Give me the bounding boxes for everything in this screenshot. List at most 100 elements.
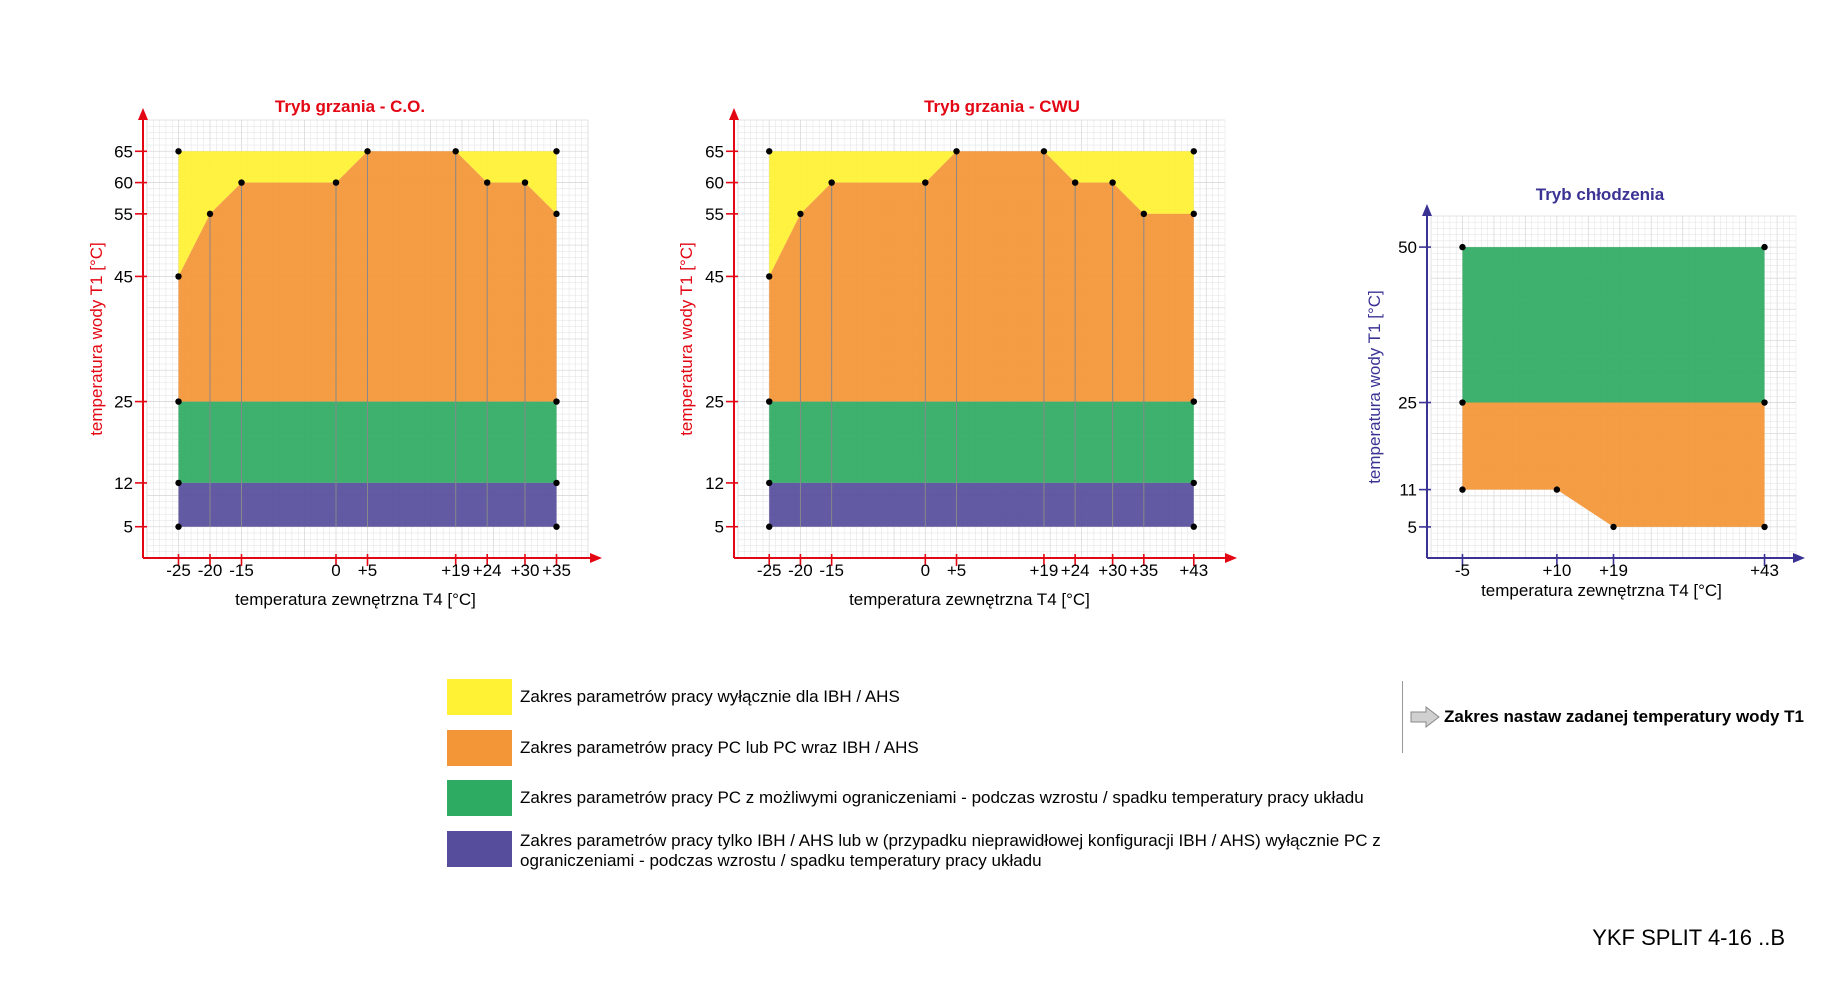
legend-swatch-yellow — [447, 679, 512, 715]
data-point — [1459, 486, 1466, 493]
y-tick-label: 50 — [1398, 238, 1417, 257]
data-point — [766, 398, 773, 405]
chart-3: 5 11 25 50 -5 +10 +19 +43 Tryb chłodzenia tempera… — [1365, 185, 1805, 600]
chart-title: Tryb grzania - CWU — [924, 97, 1080, 116]
y-axis-arrow-icon — [729, 108, 739, 120]
data-point — [1459, 399, 1466, 406]
x-axis-arrow-icon — [1225, 553, 1237, 563]
legend-swatch-green — [447, 780, 512, 816]
data-point — [1190, 523, 1197, 530]
data-point — [1190, 398, 1197, 405]
chart-1: 5 12 25 45 55 60 65 -25 -20 -15 0 +5 +19 +24 +30 +35 Try… — [87, 97, 602, 609]
legend-label: Zakres parametrów pracy tylko IBH / AHS … — [520, 831, 1381, 870]
data-point — [1140, 210, 1148, 218]
y-tick-label: 45 — [705, 267, 724, 286]
data-point — [364, 148, 371, 155]
legend-label: Zakres parametrów pracy PC z możliwymi o… — [520, 788, 1364, 807]
x-tick-label: 0 — [331, 561, 340, 580]
x-tick-label: -25 — [166, 561, 191, 580]
data-point — [1761, 399, 1768, 406]
y-tick-label: 25 — [1398, 394, 1417, 413]
data-point — [175, 273, 182, 280]
data-point — [1553, 486, 1561, 493]
data-point — [521, 179, 529, 186]
x-tick-label: 0 — [921, 561, 930, 580]
y-axis-arrow-icon — [138, 108, 148, 120]
legend-label: Zakres parametrów pracy PC lub PC wraz I… — [520, 738, 919, 757]
data-point — [1040, 148, 1048, 155]
legend-swatch-orange — [447, 730, 512, 766]
x-axis-arrow-icon — [1793, 553, 1805, 563]
x-tick-label: +43 — [1179, 561, 1208, 580]
chart-title: Tryb grzania - C.O. — [275, 97, 425, 116]
chart-title: Tryb chłodzenia — [1536, 185, 1665, 204]
x-tick-label: +19 — [1030, 561, 1059, 580]
region-orange — [769, 151, 1194, 402]
data-point — [1071, 179, 1079, 186]
data-point — [828, 179, 835, 186]
data-point — [175, 148, 182, 155]
y-axis-label: temperatura wody T1 [°C] — [87, 242, 106, 436]
data-point — [175, 523, 182, 530]
x-tick-label: +5 — [947, 561, 966, 580]
y-tick-label: 65 — [705, 142, 724, 161]
x-tick-label: +30 — [1098, 561, 1127, 580]
y-tick-label: 65 — [114, 142, 133, 161]
x-tick-label: +24 — [1061, 561, 1090, 580]
legend-item-orange: Zakres parametrów pracy PC lub PC wraz I… — [447, 730, 1427, 766]
y-axis-arrow-icon — [1422, 204, 1432, 216]
legend: Zakres parametrów pracy wyłącznie dla IB… — [447, 679, 1804, 909]
data-point — [1761, 243, 1768, 251]
y-tick-label: 55 — [114, 205, 133, 224]
x-tick-label: +19 — [441, 561, 470, 580]
y-tick-label: 12 — [705, 474, 724, 493]
y-axis-label: temperatura wody T1 [°C] — [1365, 290, 1384, 484]
legend-item-green: Zakres parametrów pracy PC z możliwymi o… — [447, 780, 1427, 816]
x-tick-label: +19 — [1599, 561, 1628, 580]
y-tick-label: 5 — [715, 518, 724, 537]
region-green — [769, 401, 1194, 483]
legend-label: Zakres parametrów pracy wyłącznie dla IB… — [520, 687, 900, 706]
x-axis-label: temperatura zewnętrzna T4 [°C] — [1481, 581, 1722, 600]
y-tick-label: 60 — [114, 174, 133, 193]
data-point — [797, 210, 804, 218]
y-axis-label: temperatura wody T1 [°C] — [677, 242, 696, 436]
chart-2: 5 12 25 45 55 60 65 -25 -20 -15 0 +5 +19 +24 +30 +35 +43… — [677, 97, 1237, 609]
x-tick-label: +5 — [358, 561, 377, 580]
data-point — [1190, 210, 1197, 218]
data-point — [766, 148, 773, 155]
y-tick-label: 25 — [114, 393, 133, 412]
x-tick-label: +35 — [1129, 561, 1158, 580]
x-tick-label: +10 — [1542, 561, 1571, 580]
data-point — [484, 179, 491, 186]
data-point — [553, 148, 560, 155]
legend-bracket — [1402, 681, 1403, 753]
y-tick-label: 5 — [124, 518, 133, 537]
y-tick-label: 45 — [114, 267, 133, 286]
data-point — [206, 210, 214, 218]
y-tick-label: 12 — [114, 474, 133, 493]
data-point — [1190, 148, 1197, 155]
x-tick-label: +30 — [511, 561, 540, 580]
data-point — [766, 523, 773, 530]
x-tick-label: +43 — [1750, 561, 1779, 580]
region-green — [1462, 247, 1765, 403]
data-point — [175, 479, 182, 487]
data-point — [553, 523, 560, 530]
x-tick-label: +35 — [542, 561, 571, 580]
y-tick-label: 55 — [705, 205, 724, 224]
data-point — [332, 179, 340, 186]
region-orange — [1462, 402, 1765, 527]
x-tick-label: -5 — [1455, 561, 1470, 580]
region-purple — [769, 482, 1194, 527]
x-axis-arrow-icon — [590, 553, 602, 563]
data-point — [1610, 523, 1617, 531]
x-tick-label: -20 — [198, 561, 223, 580]
y-tick-label: 25 — [705, 393, 724, 412]
data-point — [175, 398, 182, 405]
x-axis-label: temperatura zewnętrzna T4 [°C] — [235, 590, 476, 609]
legend-item-purple: Zakres parametrów pracy tylko IBH / AHS … — [447, 831, 1427, 870]
data-point — [553, 398, 560, 405]
legend-swatch-purple — [447, 831, 512, 867]
